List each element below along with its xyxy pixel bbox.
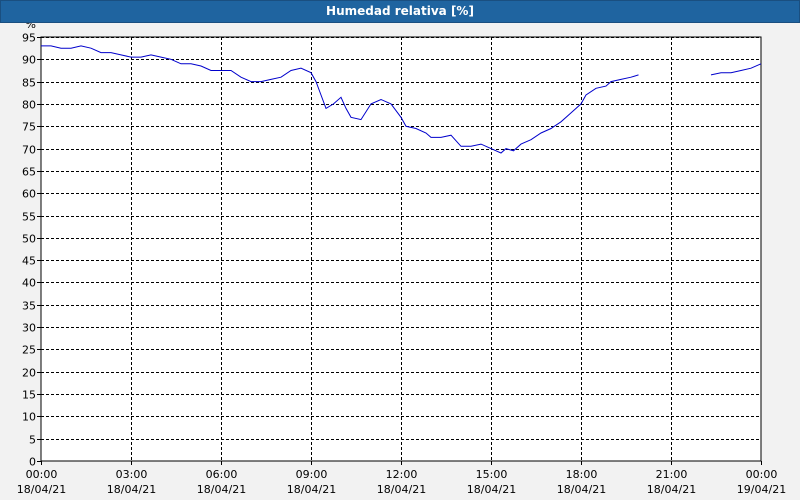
x-tick-date-label: 18/04/21 bbox=[647, 483, 696, 496]
y-tick-label: 85 bbox=[22, 77, 36, 90]
x-tick-time-label: 00:00 bbox=[746, 468, 778, 481]
y-tick-label: 95 bbox=[22, 32, 36, 45]
y-tick-label: 65 bbox=[22, 166, 36, 179]
y-tick-label: 70 bbox=[22, 144, 36, 157]
x-tick-date-label: 19/04/21 bbox=[737, 483, 786, 496]
humidity-series-line bbox=[710, 63, 762, 76]
x-tick-time-label: 09:00 bbox=[296, 468, 328, 481]
x-tick-date-label: 18/04/21 bbox=[287, 483, 336, 496]
x-tick-date-label: 18/04/21 bbox=[467, 483, 516, 496]
y-tick-label: 20 bbox=[22, 367, 36, 380]
y-tick-label: 5 bbox=[29, 434, 36, 447]
series-layer bbox=[41, 45, 762, 154]
x-tick-date-label: 18/04/21 bbox=[17, 483, 66, 496]
x-tick-date-label: 18/04/21 bbox=[197, 483, 246, 496]
y-tick-label: 90 bbox=[22, 54, 36, 67]
x-tick-time-label: 15:00 bbox=[476, 468, 508, 481]
y-axis: 0 5 10 15 20 25 30 35 40 45 50 55 60 65 70 75 80 85 90 95 bbox=[22, 32, 41, 469]
humidity-series-line bbox=[41, 45, 639, 154]
y-tick-label: 60 bbox=[22, 188, 36, 201]
chart-title: Humedad relativa [%] bbox=[0, 0, 800, 23]
y-tick-label: 45 bbox=[22, 255, 36, 268]
y-tick-label: 10 bbox=[22, 411, 36, 424]
x-axis: 00:00 18/04/21 03:00 18/04/21 06:00 18/04/21 0… bbox=[17, 461, 786, 496]
x-tick-date-label: 18/04/21 bbox=[107, 483, 156, 496]
x-tick-time-label: 03:00 bbox=[116, 468, 148, 481]
y-tick-label: 0 bbox=[29, 456, 36, 469]
y-tick-label: 75 bbox=[22, 121, 36, 134]
y-tick-label: 30 bbox=[22, 322, 36, 335]
y-unit-label: % bbox=[26, 23, 36, 31]
x-tick-time-label: 21:00 bbox=[656, 468, 688, 481]
x-tick-time-label: 00:00 bbox=[26, 468, 58, 481]
y-tick-label: 50 bbox=[22, 233, 36, 246]
y-tick-label: 15 bbox=[22, 389, 36, 402]
x-tick-time-label: 06:00 bbox=[206, 468, 238, 481]
y-tick-label: 80 bbox=[22, 99, 36, 112]
x-tick-time-label: 12:00 bbox=[386, 468, 418, 481]
y-tick-label: 55 bbox=[22, 211, 36, 224]
y-tick-label: 40 bbox=[22, 277, 36, 290]
y-tick-label: 35 bbox=[22, 300, 36, 313]
y-tick-label: 25 bbox=[22, 344, 36, 357]
x-tick-time-label: 18:00 bbox=[566, 468, 598, 481]
x-tick-date-label: 18/04/21 bbox=[377, 483, 426, 496]
grid-lines bbox=[41, 37, 761, 461]
x-tick-date-label: 18/04/21 bbox=[557, 483, 606, 496]
humidity-chart: 0 5 10 15 20 25 30 35 40 45 50 55 60 65 70 75 80 85 90 95 0… bbox=[17, 23, 786, 496]
